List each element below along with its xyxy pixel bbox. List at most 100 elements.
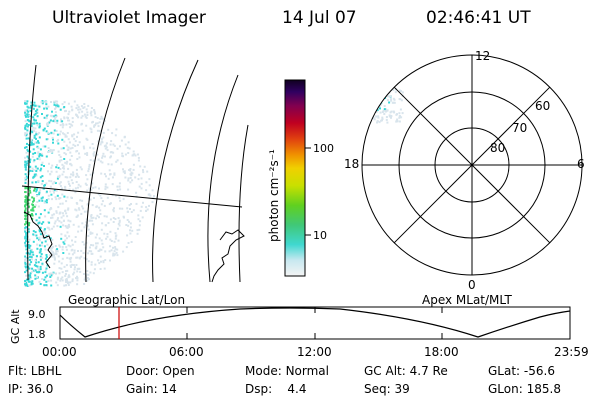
aurora-pixel [81,110,84,113]
aurora-pixel [75,277,77,280]
aurora-pixel [32,107,35,110]
aurora-pixel [65,144,68,147]
aurora-pixel [104,147,107,150]
aurora-pixel [116,159,119,162]
aurora-pixel [91,121,94,124]
aurora-pixel [67,180,70,183]
aurora-pixel [113,250,116,253]
aurora-pixel [129,168,132,170]
aurora-pixel [31,267,34,270]
aurora-pixel [86,154,89,156]
aurora-pixel [32,197,35,200]
aurora-pixel [87,170,90,173]
aurora-pixel [369,90,372,93]
aurora-pixel [363,91,366,94]
aurora-pixel [139,220,142,223]
aurora-pixel [24,241,27,244]
aurora-pixel [111,183,114,186]
aurora-pixel [24,207,27,210]
aurora-pixel [400,99,403,102]
aurora-pixel [82,252,85,255]
aurora-pixel [81,129,84,132]
aurora-pixel [66,256,69,259]
info-label: Seq: [364,382,391,396]
aurora-pixel [26,119,29,121]
aurora-pixel [91,182,94,185]
aurora-pixel [28,189,31,192]
aurora-pixel [122,215,125,218]
aurora-pixel [41,244,43,247]
aurora-pixel [58,244,61,247]
aurora-pixel [55,211,58,214]
aurora-pixel [59,197,62,199]
aurora-pixel [48,121,51,124]
aurora-pixel [146,208,149,211]
aurora-pixel [102,136,105,139]
aurora-pixel [370,94,373,97]
aurora-pixel [91,204,94,207]
x-tick-label: 12:00 [297,345,332,359]
aurora-pixel [62,224,65,227]
aurora-pixel [55,100,57,103]
aurora-pixel [34,152,37,154]
aurora-pixel [38,105,41,108]
aurora-pixel [140,205,143,208]
aurora-pixel [76,256,79,259]
aurora-pixel [59,202,62,205]
aurora-pixel [66,231,69,234]
info-label: Mode: [245,364,282,378]
aurora-pixel [56,140,59,143]
aurora-pixel [62,165,65,168]
aurora-pixel [126,207,129,210]
aurora-pixel [62,214,65,217]
aurora-pixel [114,246,117,249]
aurora-pixel [25,278,28,281]
x-tick-label: 00:00 [42,345,77,359]
aurora-pixel [89,146,92,149]
aurora-pixel [49,148,52,151]
aurora-pixel [370,115,373,118]
aurora-pixel [100,197,103,200]
aurora-pixel [398,98,401,100]
aurora-pixel [39,226,42,229]
aurora-pixel [53,180,56,183]
aurora-pixel [88,250,91,253]
aurora-pixel [31,167,34,170]
aurora-pixel [115,128,118,131]
y-tick-label: 9.0 [28,308,46,321]
aurora-pixel [53,120,56,123]
aurora-pixel [61,138,64,141]
aurora-pixel [377,115,380,118]
aurora-pixel [51,110,53,113]
aurora-pixel [373,89,376,92]
aurora-pixel [86,224,89,227]
aurora-pixel [66,196,69,199]
aurora-pixel [37,261,40,264]
aurora-pixel [85,137,88,140]
aurora-pixel [94,236,97,239]
aurora-pixel [36,104,39,107]
aurora-pixel [67,284,70,286]
aurora-pixel [36,223,39,226]
aurora-pixel [98,262,101,265]
aurora-pixel [56,194,59,197]
aurora-pixel [52,132,55,135]
aurora-pixel [81,205,84,208]
aurora-pixel [39,255,42,258]
aurora-pixel [49,272,52,275]
aurora-pixel [27,243,30,246]
aurora-pixel [67,207,70,210]
aurora-pixel [36,157,39,160]
aurora-pixel [99,213,102,215]
aurora-pixel [34,277,37,280]
aurora-pixel [67,146,70,149]
aurora-pixel [46,243,49,246]
aurora-pixel [89,112,92,115]
aurora-pixel [24,156,26,159]
aurora-pixel [36,111,39,114]
aurora-pixel [127,179,130,182]
aurora-pixel [103,232,106,235]
aurora-pixel [29,109,32,112]
aurora-pixel [37,271,40,274]
aurora-pixel [35,271,38,274]
